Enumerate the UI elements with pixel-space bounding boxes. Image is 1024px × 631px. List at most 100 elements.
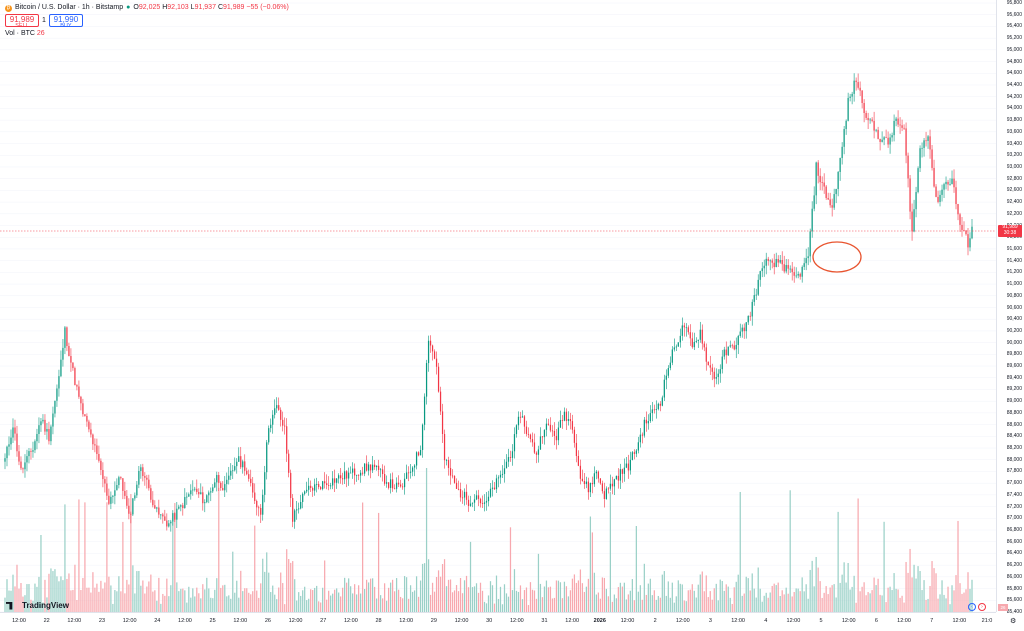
candle-body (805, 258, 807, 264)
candle-body (823, 182, 825, 187)
bitcoin-icon: ₿ (5, 4, 12, 12)
candle-body (555, 435, 558, 441)
volume-bar (12, 574, 14, 612)
volume-bar (847, 562, 849, 612)
candle-body (579, 465, 582, 479)
candle-body (421, 424, 424, 450)
candle-body (18, 451, 20, 462)
candle-body (949, 183, 951, 185)
candle-body (196, 488, 198, 492)
candle-body (671, 349, 673, 363)
candle-body (751, 301, 753, 317)
scroll-controls: ‹ › (968, 603, 986, 611)
volume-bar (863, 582, 865, 612)
candle-body (881, 139, 883, 142)
candle-body (180, 505, 182, 507)
buy-button[interactable]: 91,990 BUY (48, 14, 83, 29)
candle-body (272, 414, 274, 425)
volume-legend[interactable]: Vol · BTC 26 (5, 30, 45, 37)
volume-bar (306, 600, 308, 612)
scroll-left-icon[interactable]: ‹ (968, 603, 976, 611)
volume-bar (80, 590, 82, 612)
candle-body (314, 484, 316, 491)
timezone-icon[interactable]: ⚙ (1010, 618, 1017, 625)
volume-bar (915, 578, 917, 612)
volume-bar (611, 601, 613, 612)
volume-bar (767, 597, 769, 612)
candle-body (122, 478, 124, 491)
volume-bar (304, 586, 306, 612)
volume-bar (573, 574, 576, 612)
volume-bar (831, 585, 833, 612)
volume-bar (379, 595, 382, 612)
candle-body (563, 411, 566, 421)
volume-bar (407, 598, 410, 612)
volume-bar (715, 583, 717, 612)
candle-body (537, 449, 540, 455)
volume-bar (853, 575, 855, 612)
volume-bar (136, 571, 138, 612)
candles (4, 73, 973, 532)
volume-bar (761, 601, 763, 612)
candle-body (493, 487, 496, 490)
volume-bar (591, 532, 594, 612)
volume-bar (569, 590, 572, 612)
candle-body (14, 427, 16, 434)
candle-body (208, 492, 210, 496)
volume-bar (479, 582, 482, 612)
candle-body (288, 453, 290, 473)
price-axis[interactable]: 95,800 95,600 95,400 95,200 95,000 94,800 94,6… (996, 0, 1024, 615)
chart-pane[interactable]: ₿ Bitcoin / U.S. Dollar · 1h · Bitstamp … (0, 0, 996, 612)
volume-bar (601, 577, 604, 612)
volume-bar (385, 600, 388, 612)
candle-body (108, 495, 110, 504)
volume-bar (354, 584, 356, 612)
candle-body (959, 214, 961, 225)
volume-bar (491, 585, 494, 612)
volume-bar (823, 592, 825, 612)
volume-bar (525, 587, 528, 612)
sell-button[interactable]: 91,989 SELL (5, 14, 39, 29)
candle-body (441, 411, 444, 434)
volume-bar (160, 603, 162, 612)
candle-body (951, 178, 953, 184)
volume-bar (336, 588, 338, 612)
candle-body (595, 471, 598, 474)
symbol-title[interactable]: Bitcoin / U.S. Dollar · 1h · Bitstamp (15, 4, 124, 11)
volume-bar (445, 586, 448, 612)
volume-bar (154, 590, 156, 612)
candle-body (164, 516, 166, 521)
tradingview-logo[interactable]: TradingView (6, 601, 69, 610)
time-tick: 2026 (593, 618, 606, 624)
volume-bar (16, 564, 18, 612)
candle-body (639, 434, 641, 443)
volume-bar (270, 592, 272, 612)
candle-body (691, 338, 693, 348)
scroll-right-icon[interactable]: › (978, 603, 986, 611)
price-tick: 94,200 (1006, 93, 1022, 100)
volume-bar (370, 578, 372, 612)
quantity-value[interactable]: 1 (42, 17, 46, 24)
time-axis[interactable]: 12:00 22 12:00 23 12:00 24 12:00 25 12:00 26 12:00… (0, 612, 996, 631)
candlestick-chart[interactable] (0, 0, 996, 612)
candle-body (655, 409, 657, 411)
candle-body (58, 376, 60, 389)
price-tick: 89,000 (1006, 398, 1022, 405)
price-tick: 90,200 (1006, 327, 1022, 334)
candle-body (793, 272, 795, 276)
volume-bar (228, 595, 230, 612)
volume-bar (358, 585, 360, 612)
candle-body (487, 496, 490, 502)
volume-bar (102, 588, 104, 612)
time-tick: 12:00 (731, 618, 745, 624)
candle-body (264, 472, 266, 495)
candle-body (286, 426, 288, 454)
candle-body (693, 341, 695, 348)
volume-bar (773, 583, 775, 612)
candle-body (817, 162, 819, 176)
volume-bar (689, 589, 691, 612)
volume-bar (529, 582, 532, 612)
volume-bar (827, 594, 829, 612)
circle-annotation (812, 241, 862, 273)
volume-bar (781, 590, 783, 612)
